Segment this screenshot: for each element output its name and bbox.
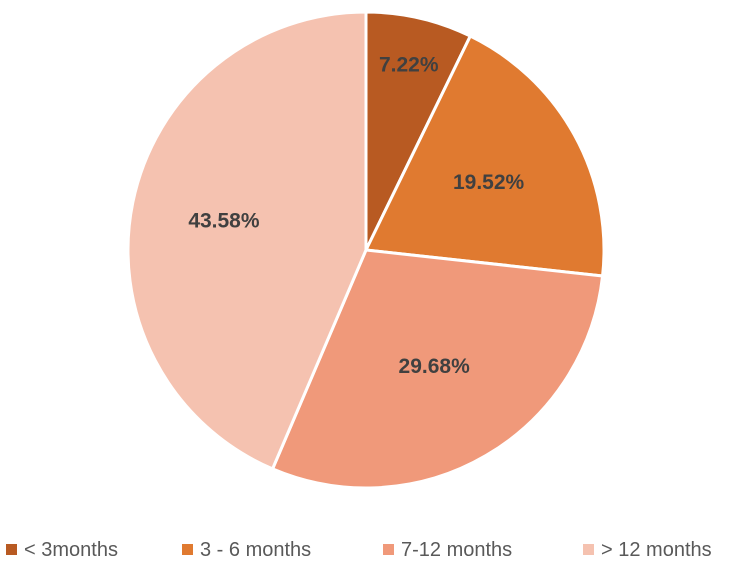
pie-slice-2 [364,34,606,278]
data-label-1: 7.22% [379,53,439,76]
legend-swatch-1 [6,544,17,555]
legend-swatch-4 [583,544,594,555]
pie-slice-1 [364,10,472,252]
legend-swatch-3 [383,544,394,555]
data-label-3: 29.68% [399,355,471,378]
legend-label-1: < 3months [24,539,118,561]
pie-slice-4 [126,10,368,471]
pie-slices [126,10,606,490]
data-label-4: 43.58% [188,209,260,232]
legend-label-2: 3 - 6 months [200,539,311,561]
legend-swatch-2 [182,544,193,555]
pie-slice-3 [271,248,605,490]
legend-label-3: 7-12 months [401,539,512,561]
data-label-2: 19.52% [453,171,525,194]
legend: < 3months 3 - 6 months 7-12 months > 12 mon… [6,539,712,561]
legend-label-4: > 12 months [601,539,712,561]
pie-data-labels: 7.22% 19.52% 29.68% 43.58% [188,53,524,378]
